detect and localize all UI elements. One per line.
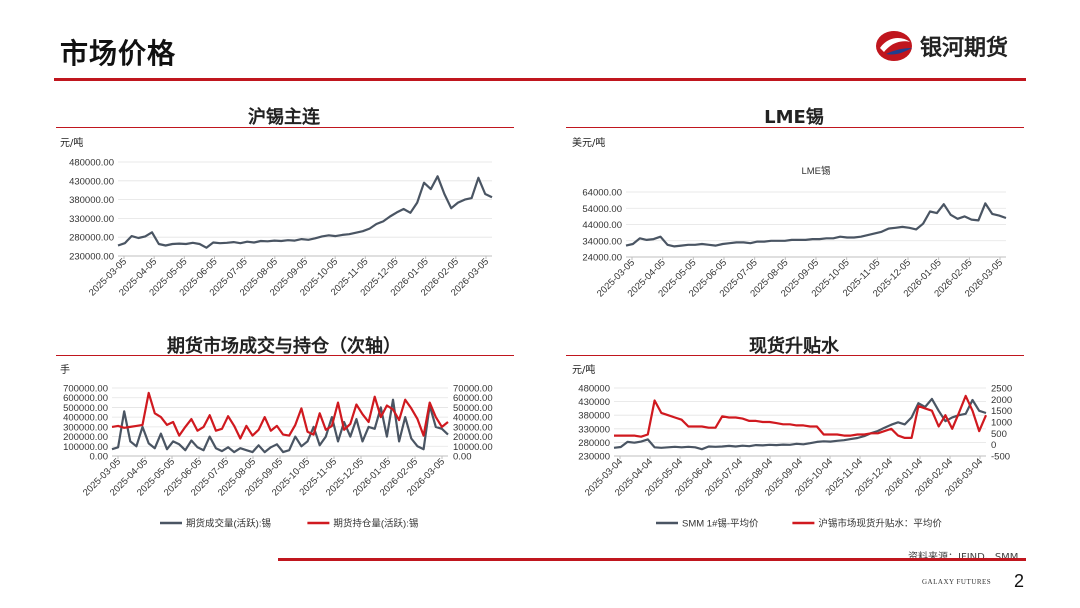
- unit-label-volume-oi: 手: [60, 365, 70, 376]
- y2-tick-label: -500: [991, 452, 1010, 463]
- y-tick-label: 600000.00: [63, 393, 108, 404]
- y-tick-label: 330000.00: [69, 214, 114, 225]
- series-line-1: [614, 394, 988, 440]
- page-title: 市场价格: [60, 37, 177, 70]
- panel-title-volume-oi: 期货市场成交与持仓（次轴）: [167, 336, 401, 357]
- source-note: 资料来源：IFIND、SMM: [908, 548, 1018, 563]
- legend-label-1: 期货持仓量(活跃):锡: [333, 518, 418, 530]
- y-tick-label: 430000: [578, 397, 610, 408]
- y-tick-label: 400000.00: [63, 413, 108, 424]
- footer-divider: [278, 558, 1026, 561]
- chart-volume-oi: 0.00100000.00200000.00300000.00400000.00…: [63, 384, 493, 530]
- y2-tick-label: 2000: [991, 395, 1012, 406]
- panel-divider-volume-oi: [56, 355, 514, 356]
- y-tick-label: 430000.00: [69, 176, 114, 187]
- panel-title-shfe-tin: 沪锡主连: [248, 107, 320, 128]
- series-line-0: [117, 175, 493, 249]
- y2-tick-label: 50000.00: [453, 403, 493, 414]
- y-tick-label: 100000.00: [63, 442, 108, 453]
- unit-label-shfe-tin: 元/吨: [60, 138, 84, 149]
- y-tick-label: 24000.00: [582, 253, 622, 264]
- series-line-0: [625, 202, 1007, 248]
- legend-label-0: 期货成交量(活跃):锡: [186, 518, 271, 530]
- brand-name: 银河期货: [920, 36, 1009, 61]
- chart-inner-title: LME锡: [801, 165, 830, 177]
- panel-title-lme-tin: LME锡: [764, 107, 824, 128]
- unit-label-lme-tin: 美元/吨: [572, 138, 606, 149]
- y2-tick-label: 10000.00: [453, 442, 493, 453]
- series-line-0: [111, 398, 449, 454]
- y-tick-label: 330000: [578, 424, 610, 435]
- panel-title-spot-basis: 现货升贴水: [749, 336, 839, 357]
- y-tick-label: 300000.00: [63, 422, 108, 433]
- brand-logo: 银河期货: [874, 28, 1034, 64]
- chart-lme-tin: LME锡 24000.00 34000.00 44000.00 54000.00 6400…: [582, 165, 1007, 299]
- panel-divider-lme-tin: [566, 127, 1024, 128]
- legend-label-0: SMM 1#锡-平均价: [682, 518, 759, 530]
- y-tick-label: 500000.00: [63, 403, 108, 414]
- chart-shfe-tin: 230000.00 280000.00 330000.00 380000.00 4300…: [69, 158, 493, 298]
- panel-divider-spot-basis: [566, 355, 1024, 356]
- unit-label-spot-basis: 元/吨: [572, 365, 596, 376]
- y-tick-label: 200000.00: [63, 432, 108, 443]
- y-tick-label: 480000.00: [69, 158, 114, 169]
- header-divider: [54, 78, 1026, 81]
- y2-tick-label: 20000.00: [453, 432, 493, 443]
- y2-tick-label: 1500: [991, 406, 1012, 417]
- y-tick-label: 0.00: [90, 452, 109, 463]
- series-line-1: [111, 391, 449, 440]
- page-number: 2: [1014, 571, 1025, 591]
- y2-tick-label: 2500: [991, 384, 1012, 395]
- y2-tick-label: 500: [991, 429, 1007, 440]
- y-tick-label: 380000: [578, 411, 610, 422]
- chart-spot-basis: 230000 280000 330000 380000 430000 480000 -500…: [578, 384, 1012, 530]
- y-tick-label: 34000.00: [582, 236, 622, 247]
- y-tick-label: 480000: [578, 384, 610, 395]
- y2-tick-label: 30000.00: [453, 422, 493, 433]
- y2-tick-label: 60000.00: [453, 393, 493, 404]
- y-tick-label: 380000.00: [69, 195, 114, 206]
- legend-label-1: 沪锡市场现货升贴水：平均价: [818, 518, 942, 530]
- y-tick-label: 230000.00: [69, 252, 114, 263]
- y-tick-label: 700000.00: [63, 384, 108, 395]
- y-tick-label: 54000.00: [582, 204, 622, 215]
- y-tick-label: 280000.00: [69, 233, 114, 244]
- y2-tick-label: 40000.00: [453, 413, 493, 424]
- panel-divider-shfe-tin: [56, 127, 514, 128]
- series-line-0: [613, 397, 987, 451]
- y-tick-label: 280000: [578, 438, 610, 449]
- y2-tick-label: 0.00: [453, 452, 472, 463]
- y-tick-label: 230000: [578, 452, 610, 463]
- y-tick-label: 64000.00: [582, 188, 622, 199]
- y-tick-label: 44000.00: [582, 220, 622, 231]
- y2-tick-label: 1000: [991, 418, 1012, 429]
- galaxy-logo-icon: [876, 31, 912, 61]
- footer-brand: GALAXY FUTURES: [922, 578, 992, 586]
- y2-tick-label: 0: [991, 440, 996, 451]
- y2-tick-label: 70000.00: [453, 384, 493, 395]
